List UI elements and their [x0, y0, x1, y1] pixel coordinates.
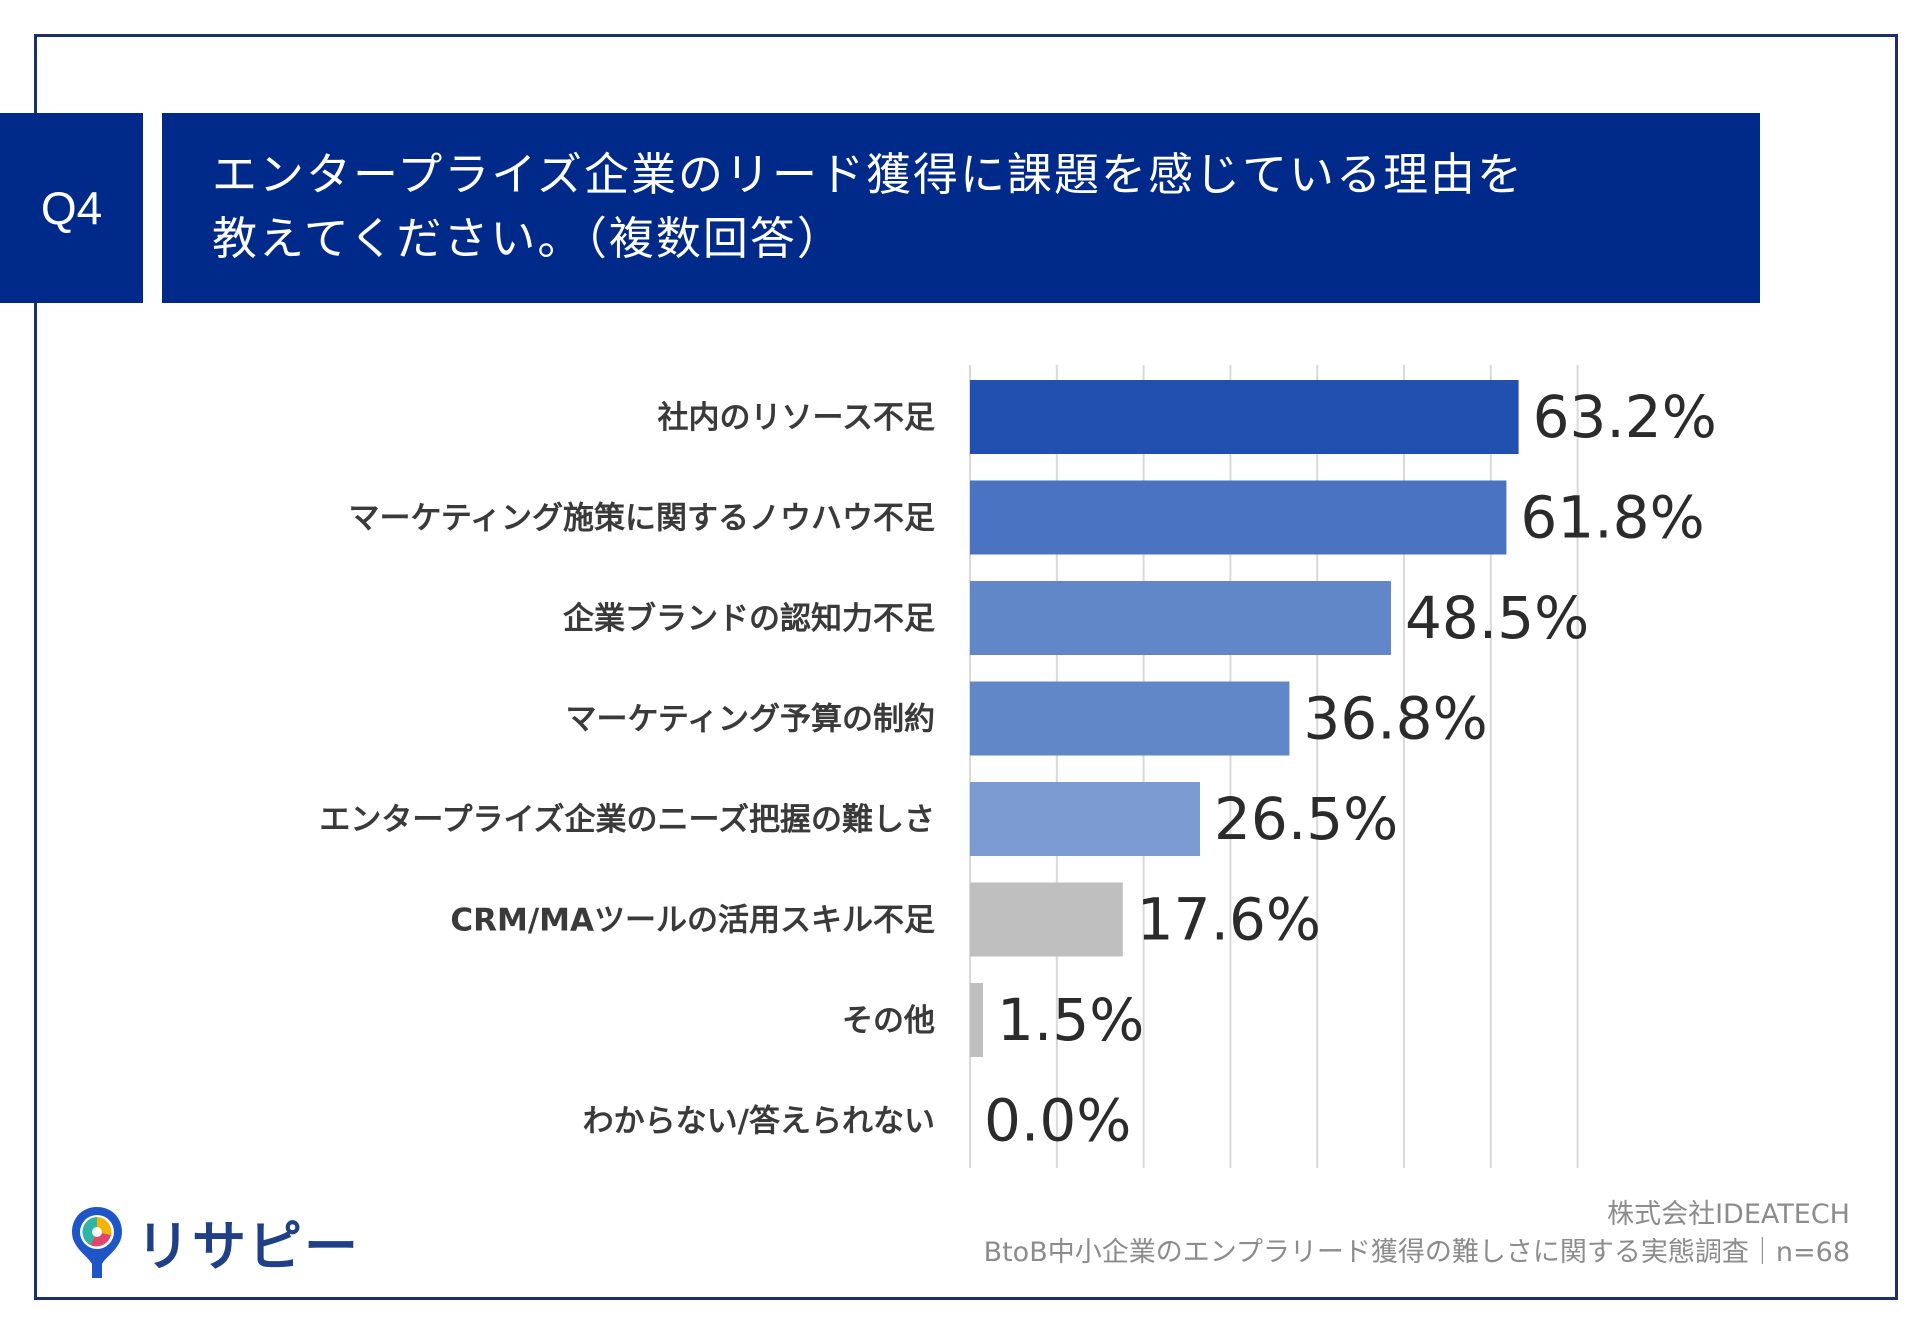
category-label: マーケティング予算の制約	[565, 702, 935, 738]
bar	[970, 581, 1391, 655]
question-header: エンタープライズ企業のリード獲得に課題を感じている理由を 教えてください。（複数…	[162, 113, 1760, 303]
question-text-line1: エンタープライズ企業のリード獲得に課題を感じている理由を	[212, 148, 1524, 201]
category-label: CRM/MAツールの活用スキル不足	[450, 903, 935, 939]
category-label: 社内のリソース不足	[658, 400, 935, 436]
location-pin-icon	[72, 1206, 122, 1278]
category-label: マーケティング施策に関するノウハウ不足	[348, 501, 935, 537]
bar	[970, 380, 1519, 454]
bar	[970, 782, 1201, 856]
value-label: 0.0%	[984, 1087, 1131, 1155]
value-label: 26.5%	[1214, 785, 1398, 853]
value-label: 63.2%	[1533, 383, 1717, 451]
logo-text: リサピー	[136, 1215, 360, 1278]
value-label: 17.6%	[1137, 886, 1321, 954]
value-label: 61.8%	[1520, 484, 1704, 552]
value-label: 1.5%	[997, 986, 1144, 1054]
question-number-badge: Q4	[0, 113, 143, 303]
category-label: わからない/答えられない	[583, 1104, 935, 1140]
bar	[970, 983, 984, 1057]
bar	[970, 480, 1507, 555]
bar	[970, 882, 1123, 957]
value-label: 48.5%	[1405, 584, 1589, 652]
survey-description: BtoB中小企業のエンプラリード獲得の難しさに関する実態調査｜n=68	[983, 1237, 1850, 1268]
company-name: 株式会社IDEATECH	[1607, 1199, 1850, 1230]
category-label: エンタープライズ企業のニーズ把握の難しさ	[319, 802, 935, 838]
bar	[970, 681, 1290, 756]
chart-frame	[34, 34, 1898, 1300]
value-label: 36.8%	[1303, 685, 1487, 753]
question-number: Q4	[40, 182, 103, 234]
source-note: 株式会社IDEATECH BtoB中小企業のエンプラリード獲得の難しさに関する実…	[984, 1196, 1850, 1272]
risapy-logo: リサピー	[68, 1202, 360, 1281]
question-text-line2: 教えてください。（複数回答）	[212, 212, 844, 265]
category-label: 企業ブランドの認知力不足	[563, 601, 935, 637]
category-label: その他	[842, 1003, 935, 1039]
